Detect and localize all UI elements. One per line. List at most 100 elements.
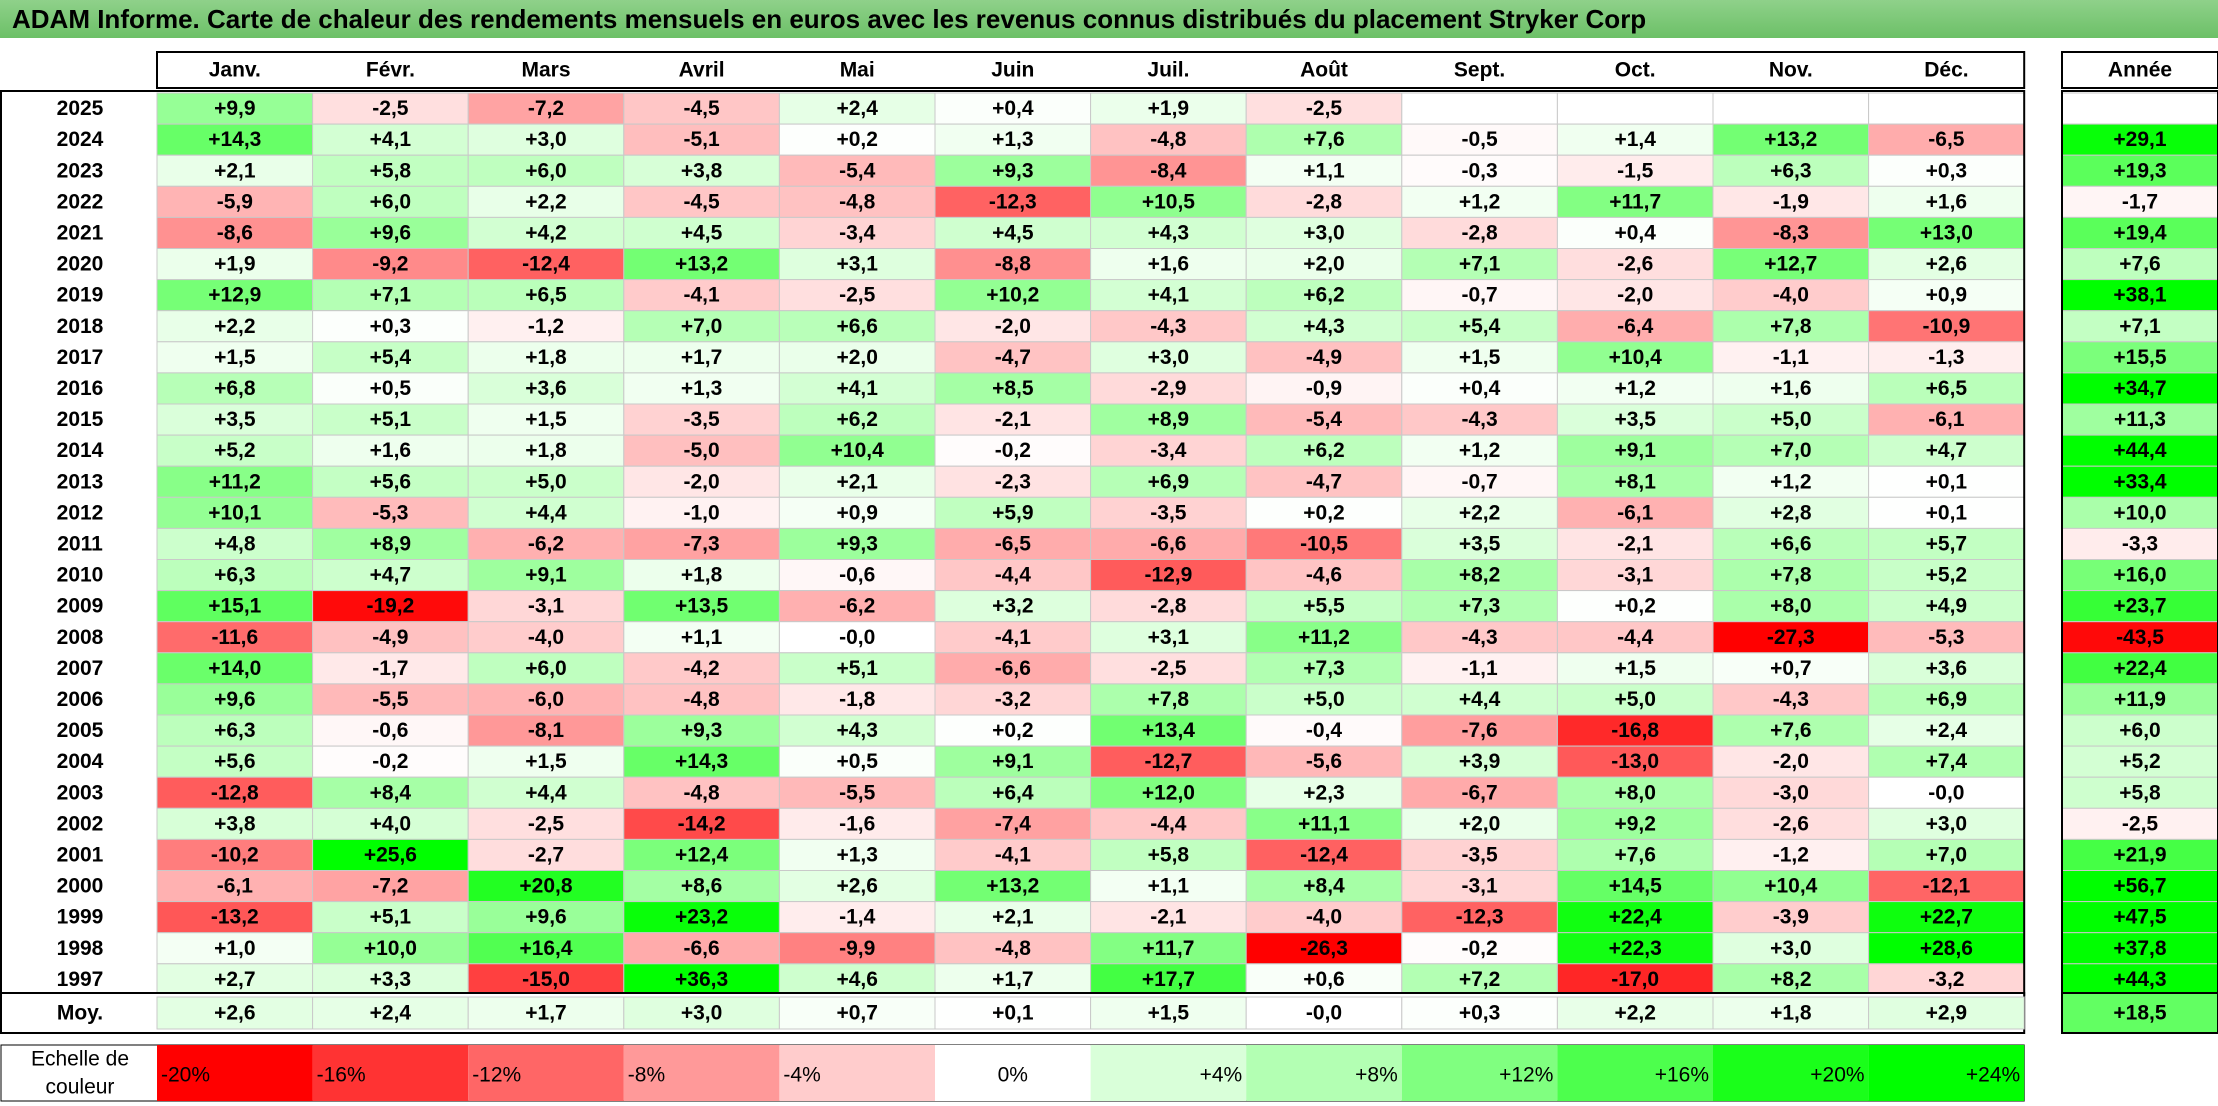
cell-value: +1,1 bbox=[1148, 875, 1190, 898]
cell-value: +4,0 bbox=[370, 812, 411, 835]
cell-value: +1,8 bbox=[681, 564, 723, 587]
cell-value: +1,1 bbox=[1303, 159, 1345, 182]
scale-swatch bbox=[779, 1045, 935, 1101]
cell-value: +0,4 bbox=[1459, 377, 1501, 400]
cell-value: +3,5 bbox=[1614, 408, 1656, 431]
cell-value: +6,2 bbox=[1303, 284, 1344, 307]
cell-value: +13,2 bbox=[986, 875, 1039, 898]
cell-value: +4,4 bbox=[525, 501, 567, 524]
cell-value: +14,3 bbox=[208, 128, 261, 151]
cell-value: +9,6 bbox=[525, 906, 566, 929]
average-cell bbox=[1868, 996, 2025, 1030]
cell-value: -2,6 bbox=[1773, 812, 1809, 835]
heat-cell bbox=[1556, 372, 1714, 405]
cell-value: +6,4 bbox=[992, 781, 1034, 804]
cell-value: +28,6 bbox=[1920, 937, 1973, 960]
average-cell bbox=[1401, 996, 1558, 1030]
heat-cell bbox=[623, 216, 780, 249]
cell-value: +0,2 bbox=[992, 719, 1033, 742]
cell-value: +6,8 bbox=[214, 377, 256, 400]
heat-cell bbox=[1401, 621, 1558, 654]
heat-cell bbox=[312, 279, 469, 312]
cell-value: +6,5 bbox=[1926, 377, 1968, 400]
heat-cell bbox=[778, 838, 936, 872]
heat-cell bbox=[156, 279, 314, 312]
cell-value: -2,0 bbox=[1617, 284, 1653, 307]
heat-cell bbox=[1556, 683, 1714, 716]
annual-cell bbox=[2061, 590, 2218, 623]
heat-cell bbox=[1712, 465, 1870, 498]
cell-value: +5,4 bbox=[1459, 315, 1501, 338]
cell-value: -1,1 bbox=[1462, 657, 1499, 680]
heat-cell bbox=[467, 714, 625, 747]
heat-cell bbox=[312, 901, 469, 934]
cell-value: -4,8 bbox=[684, 688, 721, 711]
cell-value: +5,6 bbox=[214, 750, 255, 773]
annual-value: +56,7 bbox=[2113, 875, 2166, 898]
heat-cell bbox=[1712, 403, 1870, 436]
heat-cell bbox=[156, 341, 314, 374]
cell-value: +3,5 bbox=[1459, 532, 1501, 555]
year-label: 2006 bbox=[57, 688, 104, 711]
annual-value: +34,7 bbox=[2113, 377, 2166, 400]
cell-value: -12,4 bbox=[522, 253, 570, 276]
scale-swatch bbox=[935, 1045, 1091, 1101]
year-label: 2025 bbox=[57, 97, 104, 120]
cell-value: +9,3 bbox=[992, 159, 1033, 182]
cell-value: -2,8 bbox=[1306, 190, 1343, 213]
year-label: 2012 bbox=[57, 501, 104, 524]
heat-cell bbox=[1245, 185, 1403, 218]
heat-cell bbox=[467, 776, 625, 809]
cell-value: -3,1 bbox=[1617, 564, 1654, 587]
annual-cell bbox=[2061, 683, 2218, 716]
annual-value: +33,4 bbox=[2113, 470, 2166, 493]
heat-cell bbox=[934, 652, 1092, 685]
heat-cell bbox=[1401, 403, 1558, 436]
cell-value: -6,5 bbox=[995, 532, 1032, 555]
year-label: 2001 bbox=[57, 843, 104, 866]
heat-cell bbox=[1090, 559, 1247, 592]
annual-value: -2,5 bbox=[2122, 812, 2159, 835]
cell-value: -13,0 bbox=[1611, 750, 1659, 773]
heat-cell bbox=[156, 621, 314, 654]
cell-value: +3,8 bbox=[681, 159, 723, 182]
scale-swatch bbox=[1868, 1045, 2025, 1101]
cell-value: +7,0 bbox=[1770, 439, 1811, 462]
heat-cell bbox=[623, 154, 780, 187]
heat-cell bbox=[1868, 745, 2025, 778]
cell-value: +4,6 bbox=[836, 968, 877, 991]
heat-cell bbox=[623, 248, 780, 281]
annual-value: +29,1 bbox=[2113, 128, 2166, 151]
cell-value: +5,1 bbox=[370, 408, 412, 431]
cell-value: -2,9 bbox=[1150, 377, 1186, 400]
cell-value: -4,3 bbox=[1773, 688, 1809, 711]
cell-value: -1,8 bbox=[839, 688, 876, 711]
heat-cell bbox=[1245, 838, 1403, 872]
heat-cell bbox=[934, 248, 1092, 281]
average-label: Moy. bbox=[57, 1002, 103, 1025]
cell-value: -5,0 bbox=[684, 439, 720, 462]
heat-cell bbox=[778, 465, 936, 498]
cell-value: +2,2 bbox=[214, 315, 255, 338]
cell-value: +1,8 bbox=[525, 439, 567, 462]
average-value: +3,0 bbox=[681, 1002, 722, 1025]
heat-cell bbox=[623, 92, 780, 125]
cell-value: +8,4 bbox=[1303, 875, 1345, 898]
heat-cell bbox=[1245, 123, 1403, 156]
heat-cell bbox=[1401, 216, 1558, 249]
cell-value: -3,1 bbox=[1462, 875, 1499, 898]
year-label: 1998 bbox=[57, 937, 104, 960]
cell-value: +8,1 bbox=[1614, 470, 1656, 493]
cell-value: +7,1 bbox=[370, 284, 412, 307]
heat-cell bbox=[623, 683, 780, 716]
heat-cell bbox=[778, 92, 936, 125]
heat-cell bbox=[1401, 372, 1558, 405]
year-label: 1999 bbox=[57, 906, 104, 929]
month-header: Août bbox=[1300, 59, 1348, 82]
heat-cell bbox=[1401, 590, 1558, 623]
cell-value: +6,5 bbox=[525, 284, 567, 307]
month-header: Févr. bbox=[366, 59, 415, 82]
cell-value: +1,5 bbox=[1459, 346, 1501, 369]
heat-cell bbox=[778, 123, 936, 156]
